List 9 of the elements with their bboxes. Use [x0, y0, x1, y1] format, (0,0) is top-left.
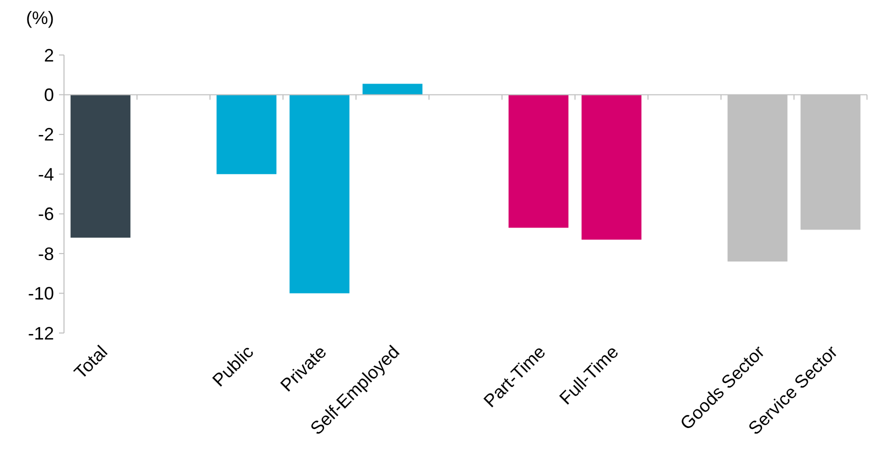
y-axis-title: (%): [26, 8, 54, 28]
y-tick-label: 0: [44, 85, 54, 106]
y-tick-label: 2: [44, 45, 54, 66]
y-tick-label: -12: [28, 323, 54, 344]
y-tick-label: -4: [38, 164, 54, 184]
y-tick-label: -10: [28, 284, 54, 304]
y-tick-label: -2: [38, 124, 54, 145]
y-tick-label: -8: [38, 244, 54, 264]
y-tick-label: -6: [38, 204, 54, 224]
